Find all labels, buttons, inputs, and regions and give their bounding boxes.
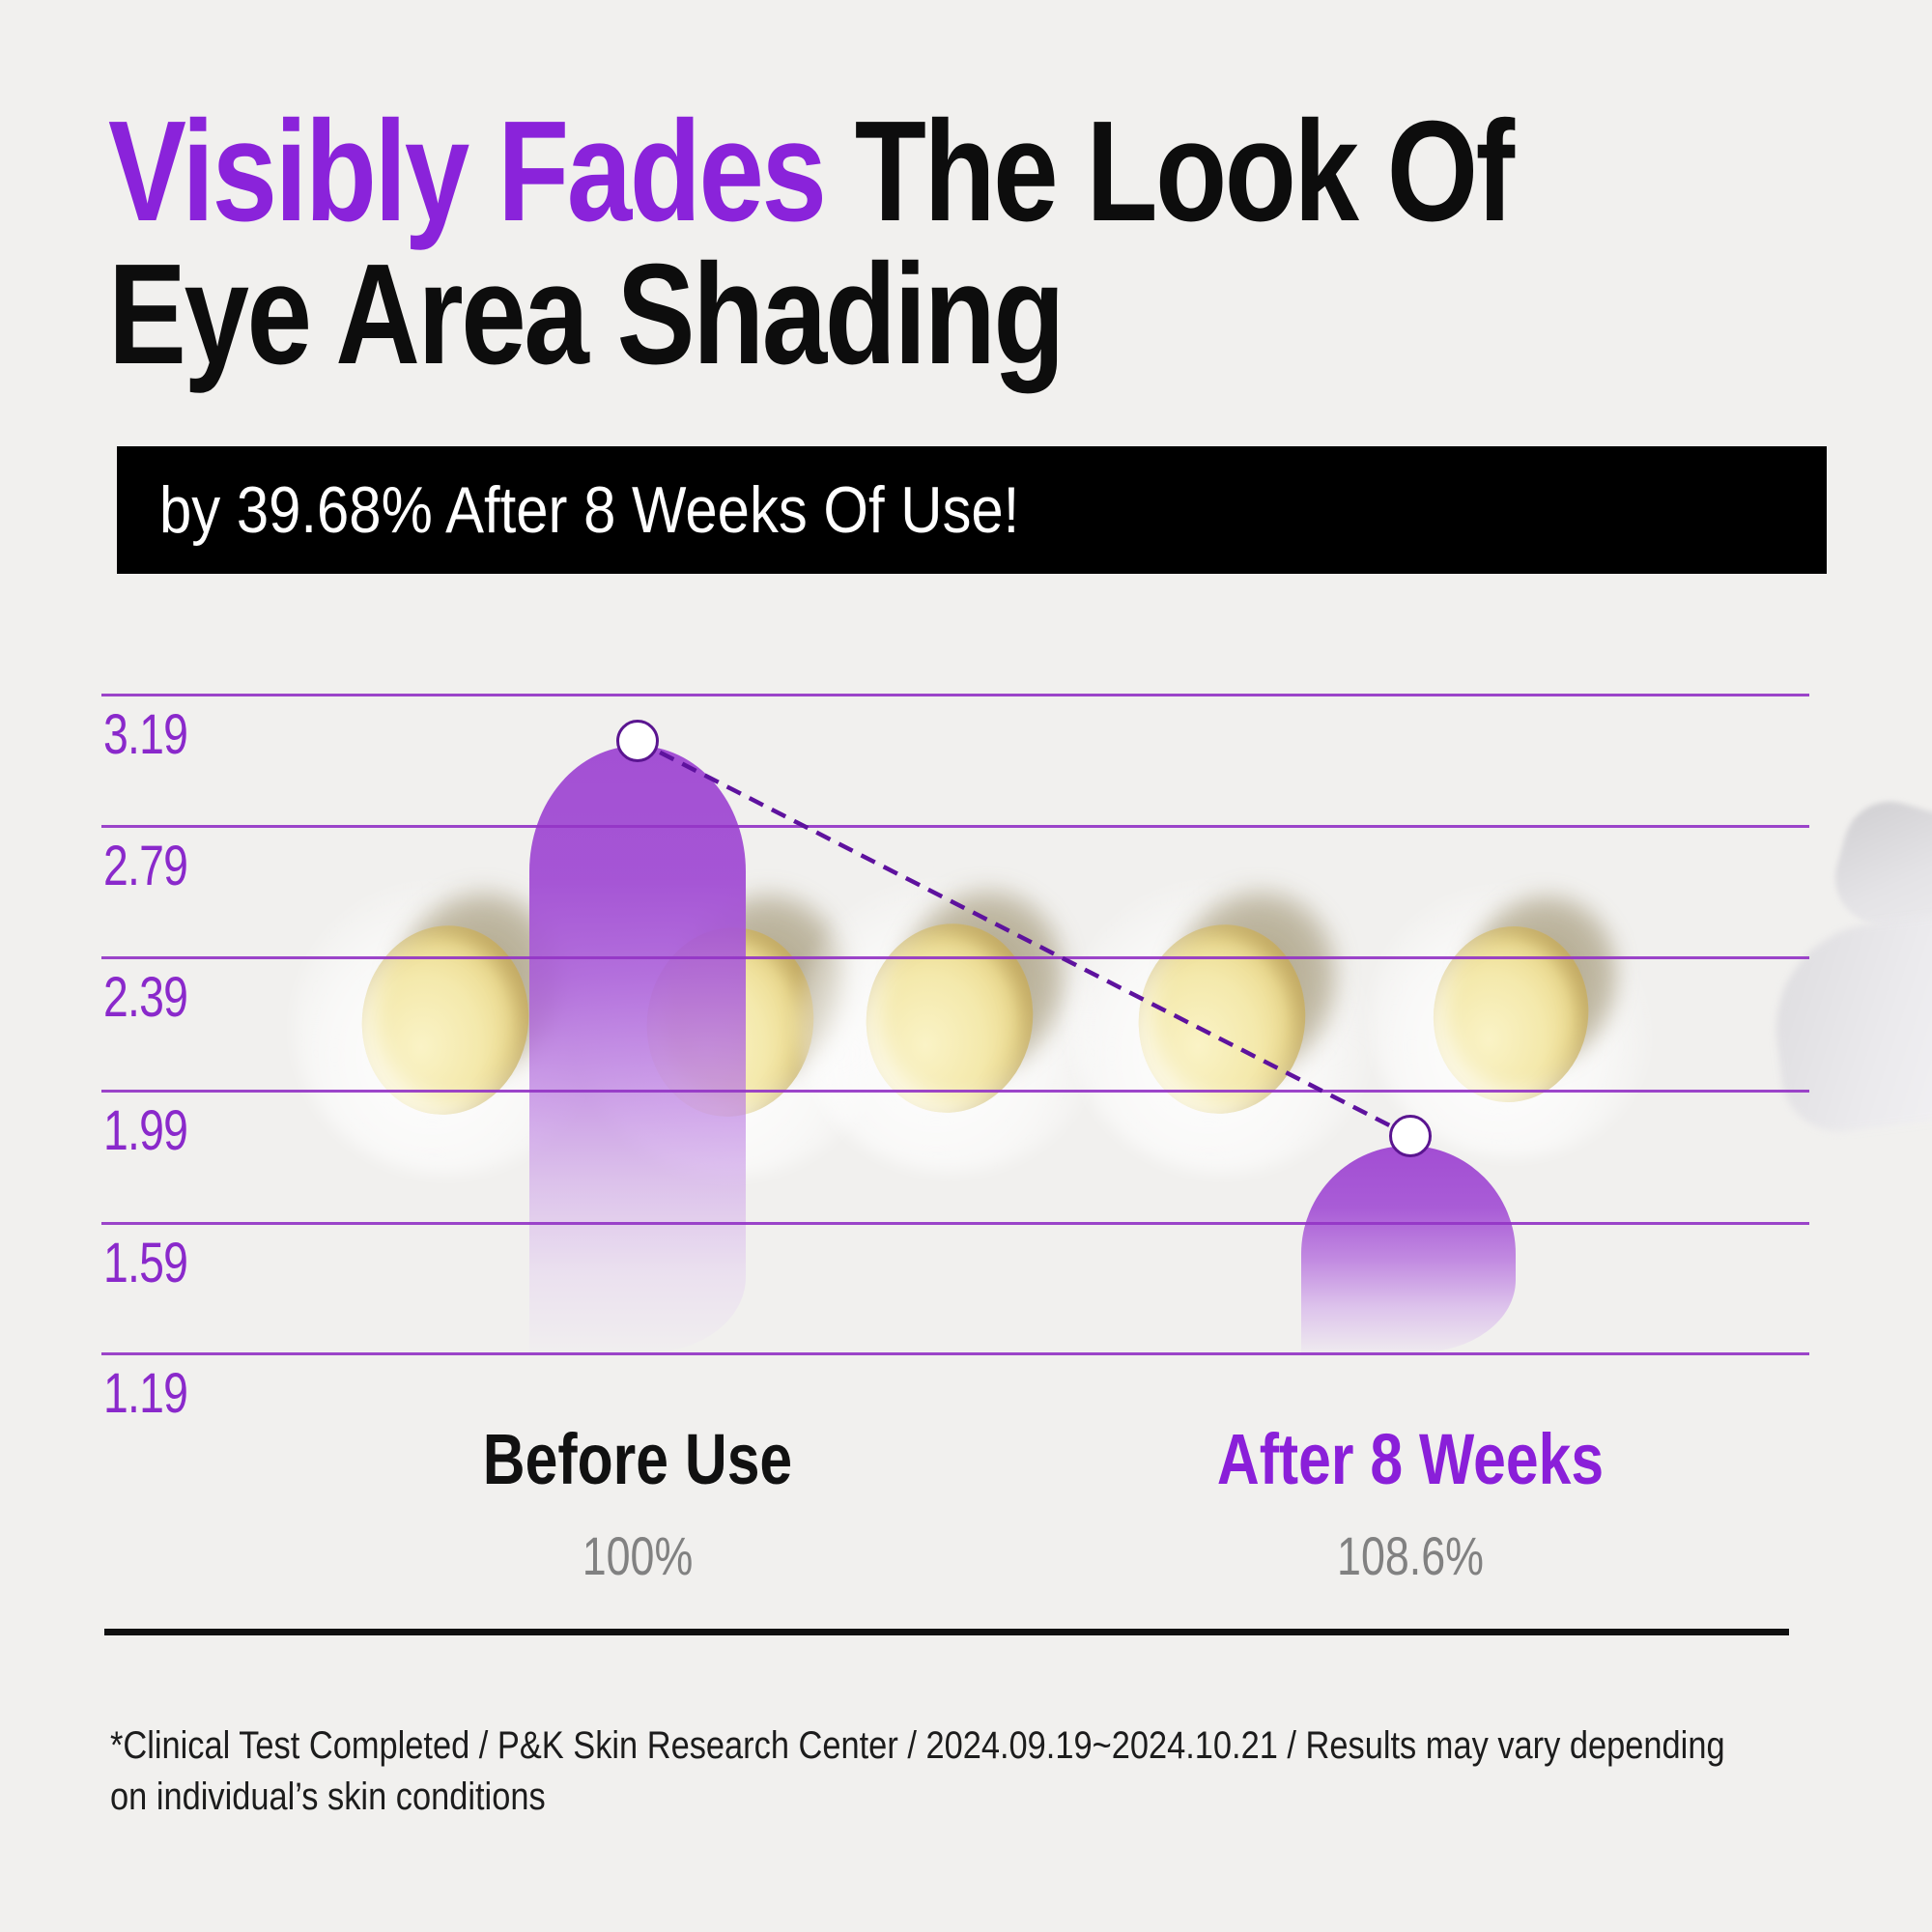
percent-before: 100% xyxy=(582,1525,694,1586)
y-tick-label: 1.59 xyxy=(103,1232,188,1294)
data-point-marker-after xyxy=(1389,1115,1432,1157)
gridline xyxy=(101,1352,1809,1355)
y-tick-label: 2.79 xyxy=(103,835,188,897)
y-tick-label: 1.99 xyxy=(103,1099,188,1162)
stat-banner-text: by 39.68% After 8 Weeks Of Use! xyxy=(159,473,1020,547)
footnote-line2: on individual’s skin conditions xyxy=(110,1776,546,1818)
title-rest: The Look Of xyxy=(824,92,1515,251)
title-line1: Visibly Fades The Look Of xyxy=(108,100,1613,243)
footer-divider xyxy=(104,1629,1789,1635)
percent-after: 108.6% xyxy=(1337,1525,1484,1586)
footnote: *Clinical Test Completed / P&K Skin Rese… xyxy=(110,1720,1725,1823)
gridline xyxy=(101,825,1809,828)
footnote-line1: *Clinical Test Completed / P&K Skin Rese… xyxy=(110,1724,1725,1767)
gridline xyxy=(101,694,1809,696)
y-tick-label: 3.19 xyxy=(103,703,188,766)
label-after-8-weeks: After 8 Weeks xyxy=(1216,1419,1605,1499)
data-point-marker-before xyxy=(616,720,659,762)
y-tick-label: 1.19 xyxy=(103,1362,188,1425)
bar-before-use xyxy=(529,746,746,1352)
title-line2: Eye Area Shading xyxy=(108,235,1065,394)
gridline xyxy=(101,1222,1809,1225)
gridline xyxy=(101,956,1809,959)
nozzle-body-photo xyxy=(1764,903,1932,1139)
gridline xyxy=(101,1090,1809,1093)
title-highlight: Visibly Fades xyxy=(108,92,827,251)
page-title: Visibly Fades The Look Of Eye Area Shadi… xyxy=(108,100,1613,386)
bar-after-8-weeks xyxy=(1301,1146,1516,1352)
label-before-use: Before Use xyxy=(482,1419,793,1499)
stat-banner: by 39.68% After 8 Weeks Of Use! xyxy=(117,446,1827,574)
y-tick-label: 2.39 xyxy=(103,966,188,1029)
